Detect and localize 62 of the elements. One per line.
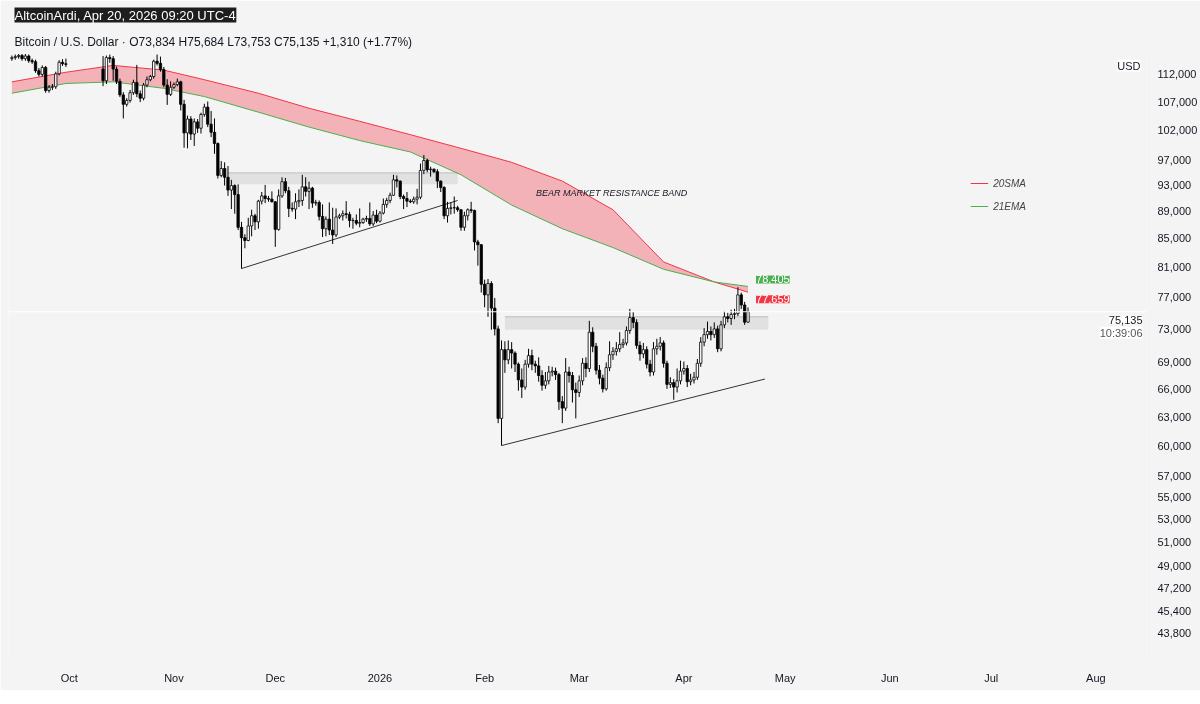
x-tick-label: Nov	[164, 671, 185, 684]
candlestick	[44, 65, 48, 94]
annotation: BEAR MARKET RESISTANCE BAND	[535, 188, 688, 199]
y-tick-label: 81,000	[1157, 261, 1192, 274]
y-tick-label: 60,000	[1157, 439, 1192, 452]
y-tick-label: 53,000	[1157, 513, 1192, 526]
y-axis-title: USD	[1117, 59, 1141, 72]
ref-line-label: 75,135 10:39:06	[1099, 313, 1143, 339]
candlestick	[250, 209, 254, 237]
candlestick	[324, 215, 328, 237]
x-tick-label: Apr	[675, 671, 693, 684]
y-tick-label: 49,000	[1157, 559, 1192, 572]
x-tick-label: Mar	[569, 671, 589, 684]
y-tick-label: 66,000	[1157, 382, 1192, 395]
x-tick-label: 2026	[367, 671, 393, 684]
candlestick	[192, 117, 196, 147]
y-tick-label: 45,400	[1157, 605, 1192, 618]
y-tick-label: 63,000	[1157, 410, 1192, 423]
candlestick	[300, 174, 304, 207]
candlestick	[229, 179, 233, 210]
x-tick-label: Jun	[880, 671, 899, 684]
candlestick	[152, 59, 156, 80]
y-tick-label: 107,000	[1157, 95, 1198, 108]
x-tick-label: Aug	[1086, 671, 1106, 684]
y-tick-label: 69,000	[1157, 356, 1192, 369]
candlestick	[459, 208, 463, 232]
candlestick	[530, 349, 534, 371]
candlestick	[506, 339, 510, 365]
y-tick-label: 47,200	[1157, 582, 1192, 595]
candlestick	[101, 55, 105, 87]
legend-label: 21EMA	[993, 200, 1026, 212]
y-tick-label: 77,000	[1157, 291, 1192, 304]
y-tick-label: 51,000	[1157, 536, 1192, 549]
y-tick-label: 73,000	[1157, 322, 1192, 335]
x-tick-label: May	[774, 671, 797, 684]
y-tick-label: 93,000	[1157, 178, 1192, 191]
legend-label: 20SMA	[993, 177, 1026, 189]
x-tick-label: Feb	[475, 671, 495, 684]
candlestick	[618, 331, 622, 353]
candlestick	[672, 378, 676, 401]
y-tick-label: 55,000	[1157, 491, 1192, 504]
y-tick-label: 85,000	[1157, 232, 1192, 245]
candlestick	[510, 341, 514, 369]
chart-subtitle: AltcoinArdi, Apr 20, 2026 09:20 UTC-4	[14, 7, 236, 23]
candlestick	[320, 203, 325, 238]
x-tick-label: Dec	[265, 671, 286, 684]
candlestick	[685, 364, 689, 388]
candlestick	[135, 64, 139, 98]
candlestick	[709, 325, 713, 341]
candlestick	[716, 325, 720, 353]
data-label: 77,659	[756, 293, 790, 306]
chart-title: Bitcoin / U.S. Dollar · O73,834 H75,684 L73,753 C75,135 +1,310 (+1.77%)	[14, 34, 413, 49]
y-tick-label: 43,800	[1157, 626, 1192, 639]
y-tick-label: 102,000	[1157, 123, 1198, 136]
x-tick-label: Jul	[984, 671, 999, 684]
y-tick-label: 97,000	[1157, 153, 1192, 166]
y-tick-label: 57,000	[1157, 470, 1192, 483]
y-tick-label: 112,000	[1157, 68, 1197, 81]
x-tick-label: Oct	[60, 671, 78, 684]
data-label: 78,405	[756, 273, 790, 286]
candlestick	[462, 211, 466, 232]
y-tick-label: 89,000	[1157, 205, 1192, 218]
